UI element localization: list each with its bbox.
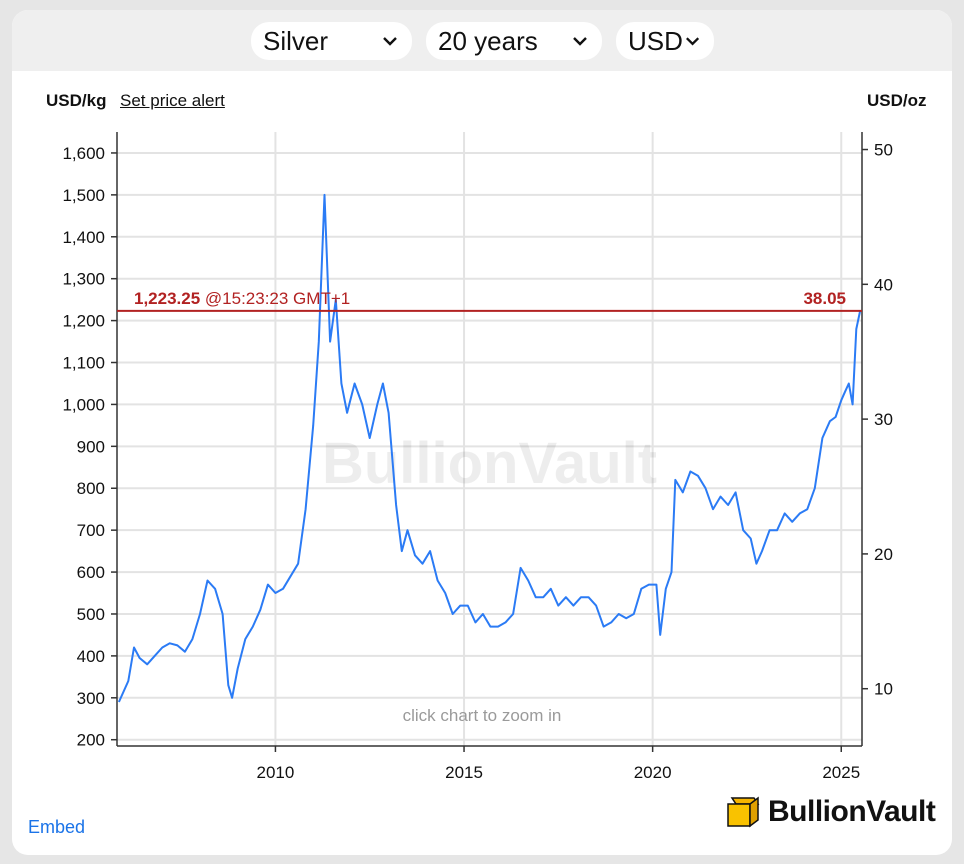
- logo-text: BullionVault: [768, 795, 936, 828]
- y-tick-label: 1,500: [62, 186, 105, 205]
- y-tick-label: 400: [77, 647, 105, 666]
- right-axis-unit: USD/oz: [867, 91, 927, 110]
- watermark: BullionVault: [322, 431, 657, 496]
- y-tick-label: 1,100: [62, 354, 105, 373]
- x-tick-label: 2020: [634, 763, 672, 782]
- y2-tick-label: 50: [874, 141, 893, 160]
- y2-tick-label: 30: [874, 410, 893, 429]
- embed-link[interactable]: Embed: [28, 817, 86, 837]
- period-select[interactable]: 20 years: [426, 22, 602, 60]
- y2-tick-label: 20: [874, 545, 893, 564]
- gold-cube-icon: [727, 796, 760, 828]
- y-tick-label: 500: [77, 605, 105, 624]
- left-axis-unit: USD/kg: [46, 91, 107, 110]
- x-tick-label: 2015: [445, 763, 483, 782]
- silver-price-chart[interactable]: 2010 2015 2020 2025200300400500600700800900…: [12, 10, 952, 855]
- bullionvault-logo: BullionVault: [724, 794, 936, 830]
- chevron-down-icon: [573, 37, 587, 46]
- y-tick-label: 1,600: [62, 144, 105, 163]
- current-price-time: @15:23:23 GMT+1: [205, 289, 350, 308]
- metal-select-label: Silver: [263, 25, 329, 56]
- y-tick-label: 1,300: [62, 270, 105, 289]
- set-price-alert-link[interactable]: Set price alert: [120, 91, 225, 110]
- currency-select-label: USD: [628, 25, 683, 56]
- y-tick-label: 300: [77, 689, 105, 708]
- chevron-down-icon: [685, 37, 699, 46]
- y2-tick-label: 10: [874, 680, 893, 699]
- metal-select[interactable]: Silver: [251, 22, 412, 60]
- current-price-kg: 1,223.25: [134, 289, 205, 308]
- x-tick-label: 2010: [257, 763, 295, 782]
- y-tick-label: 700: [77, 521, 105, 540]
- y-tick-label: 600: [77, 563, 105, 582]
- y-tick-label: 900: [77, 437, 105, 456]
- current-price-oz: 38.05: [803, 289, 846, 308]
- y-tick-label: 1,000: [62, 395, 105, 414]
- price-series-line: [117, 193, 862, 703]
- y-tick-label: 200: [77, 731, 105, 750]
- currency-select[interactable]: USD: [616, 22, 714, 60]
- y-tick-label: 1,200: [62, 312, 105, 331]
- zoom-hint: click chart to zoom in: [403, 706, 562, 725]
- chart-card: Silver 20 years USD USD/kg Set price ale…: [12, 10, 952, 855]
- y-tick-label: 800: [77, 479, 105, 498]
- y2-tick-label: 40: [874, 275, 893, 294]
- current-price-label: 1,223.25 @15:23:23 GMT+1: [134, 289, 350, 308]
- y-tick-label: 1,400: [62, 228, 105, 247]
- x-tick-label: 2025: [822, 763, 860, 782]
- period-select-label: 20 years: [438, 25, 538, 56]
- chevron-down-icon: [383, 37, 397, 46]
